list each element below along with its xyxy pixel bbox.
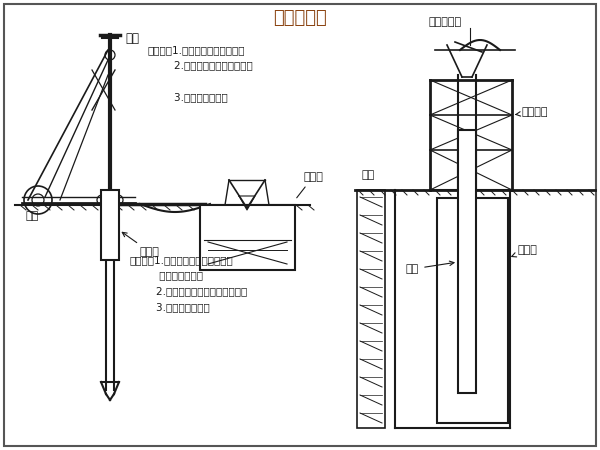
Text: 混凝土罐车: 混凝土罐车 xyxy=(428,17,461,27)
Circle shape xyxy=(97,195,107,205)
Bar xyxy=(200,205,295,270)
Text: 钻机: 钻机 xyxy=(125,32,139,45)
Bar xyxy=(437,198,508,423)
Text: 泥浆池: 泥浆池 xyxy=(297,172,323,198)
Text: 步骤二：1.钻至设计标高后，清孔、
         换浆、移开钻机
        2.吊放钢筋笼，安装灌注支架。
        3.浇注钻孔桩础。: 步骤二：1.钻至设计标高后，清孔、 换浆、移开钻机 2.吊放钢筋笼，安装灌注支架… xyxy=(130,255,247,312)
Text: 灌注支架: 灌注支架 xyxy=(516,107,548,117)
Text: 地面: 地面 xyxy=(361,170,374,180)
Text: 钢筋笼: 钢筋笼 xyxy=(512,245,538,257)
Bar xyxy=(357,190,385,428)
Text: 地面: 地面 xyxy=(25,211,38,221)
Bar xyxy=(458,130,476,393)
Circle shape xyxy=(105,50,115,60)
Text: 桩基础施工: 桩基础施工 xyxy=(273,9,327,27)
Text: 钢护筒: 钢护筒 xyxy=(122,232,160,257)
Bar xyxy=(101,190,119,260)
Circle shape xyxy=(32,194,44,206)
Circle shape xyxy=(24,186,52,214)
Circle shape xyxy=(113,195,123,205)
Text: 步骤一：1.平整场地，桩位放线。
        2.布设泥浆池，埋设钢护筒

        3.钻机就位钻孔。: 步骤一：1.平整场地，桩位放线。 2.布设泥浆池，埋设钢护筒 3.钻机就位钻孔。 xyxy=(148,45,253,102)
Text: 导管: 导管 xyxy=(406,261,454,274)
